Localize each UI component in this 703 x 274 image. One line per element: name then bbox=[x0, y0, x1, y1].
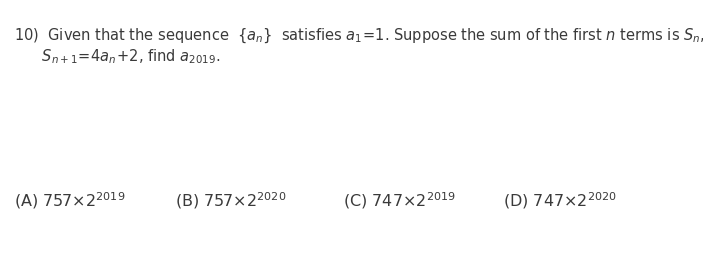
Text: (C) 747×2$^{2019}$: (C) 747×2$^{2019}$ bbox=[343, 190, 456, 211]
Text: (A) 757×2$^{2019}$: (A) 757×2$^{2019}$ bbox=[14, 190, 125, 211]
Text: $S_{n+1}\!=\!4a_n\!+\!2$, find $a_{2019}$.: $S_{n+1}\!=\!4a_n\!+\!2$, find $a_{2019}… bbox=[14, 47, 221, 66]
Text: (B) 757×2$^{2020}$: (B) 757×2$^{2020}$ bbox=[175, 190, 286, 211]
Text: (D) 747×2$^{2020}$: (D) 747×2$^{2020}$ bbox=[503, 190, 617, 211]
Text: 10)  Given that the sequence  $\{a_n\}$  satisfies $a_1\!=\!1$. Suppose the sum : 10) Given that the sequence $\{a_n\}$ sa… bbox=[14, 27, 703, 45]
